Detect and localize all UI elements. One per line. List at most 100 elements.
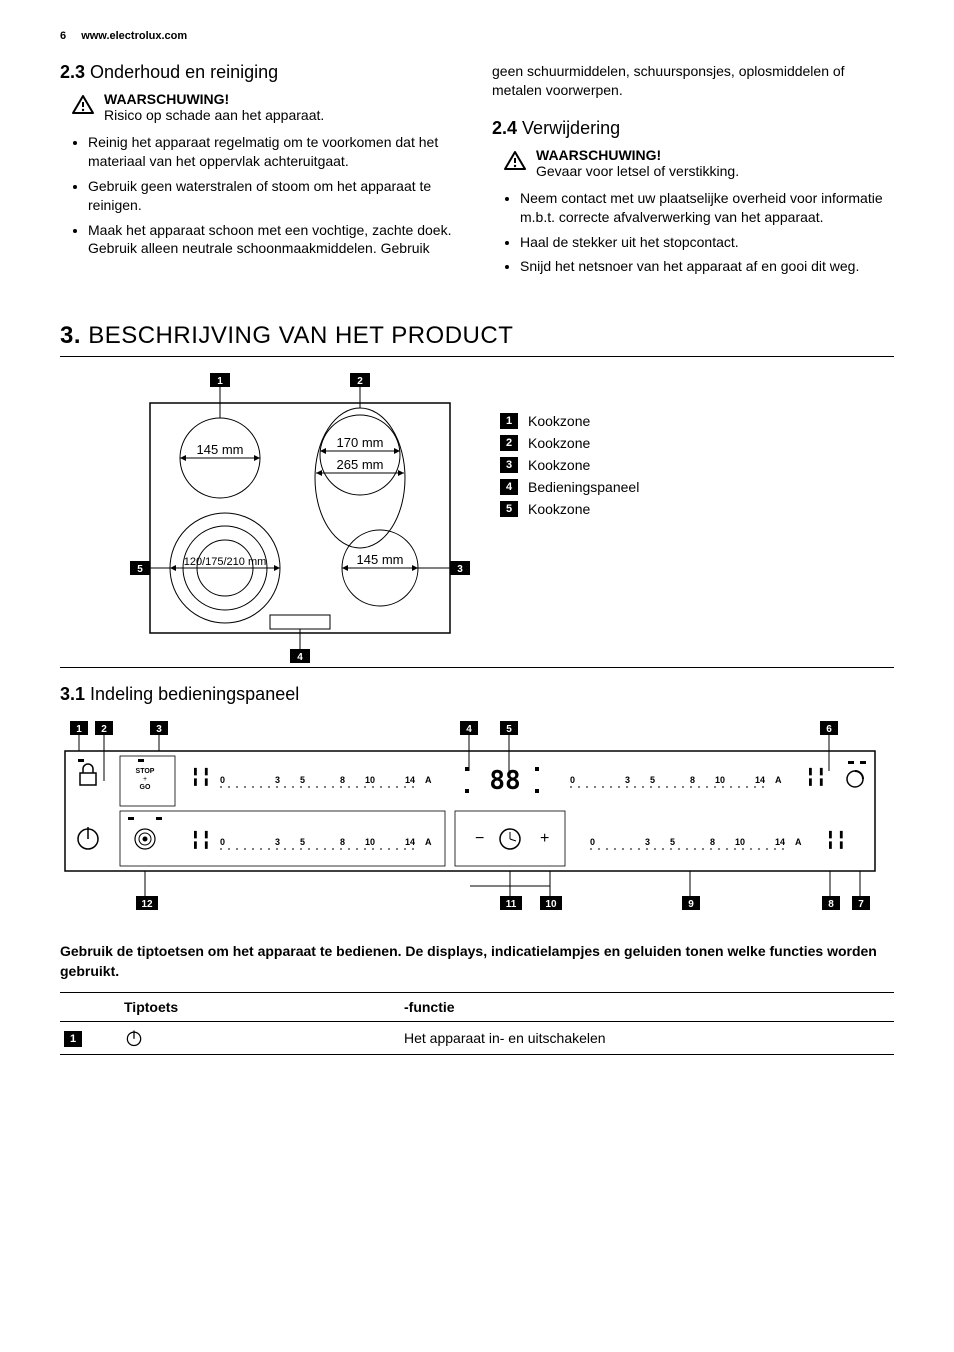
list-item: Reinig het apparaat regelmatig om te voo… — [88, 133, 462, 171]
svg-text:5: 5 — [670, 837, 675, 847]
svg-text:8: 8 — [710, 837, 715, 847]
svg-text:╏╏: ╏╏ — [190, 767, 212, 788]
svg-text:8: 8 — [340, 837, 345, 847]
svg-text:4: 4 — [466, 724, 472, 735]
divider — [60, 667, 894, 668]
diagram-legend: 1Kookzone 2Kookzone 3Kookzone 4Bediening… — [500, 413, 639, 523]
page-number: 6 — [60, 30, 66, 42]
continuation-text: geen schuurmiddelen, schuursponsjes, opl… — [492, 62, 894, 100]
svg-text:3: 3 — [275, 837, 280, 847]
svg-text:145 mm: 145 mm — [357, 552, 404, 567]
product-diagram-row: 145 mm 170 mm 265 mm 145 mm 120/175/210 … — [60, 373, 894, 663]
control-panel-diagram: 1 2 3 4 5 6 STOP + GO ╏╏ 0 3 5 8 10 14 A… — [60, 721, 880, 921]
svg-text:6: 6 — [826, 724, 832, 735]
svg-text:9: 9 — [688, 899, 694, 910]
bullets-2-3: Reinig het apparaat regelmatig om te voo… — [60, 133, 462, 258]
list-item: Gebruik geen waterstralen of stoom om he… — [88, 177, 462, 215]
row-tag: 1 — [64, 1031, 82, 1047]
col-left: 2.3 Onderhoud en reiniging WAARSCHUWING!… — [60, 62, 462, 282]
svg-text:GO: GO — [140, 784, 151, 791]
svg-text:145 mm: 145 mm — [197, 442, 244, 457]
table-header: -functie — [400, 992, 894, 1021]
svg-text:7: 7 — [858, 899, 864, 910]
svg-text:A: A — [775, 775, 782, 785]
svg-text:+: + — [143, 776, 147, 783]
svg-text:10: 10 — [365, 837, 375, 847]
svg-text:10: 10 — [735, 837, 745, 847]
svg-text:120/175/210 mm: 120/175/210 mm — [184, 556, 267, 568]
svg-text:+: + — [540, 830, 549, 847]
legend-item: 1Kookzone — [500, 413, 639, 429]
svg-text:10: 10 — [365, 775, 375, 785]
power-icon — [120, 1021, 400, 1054]
heading-2-4: 2.4 Verwijdering — [492, 118, 894, 139]
svg-text:10: 10 — [715, 775, 725, 785]
bullets-2-4: Neem contact met uw plaatselijke overhei… — [492, 189, 894, 277]
svg-text:8: 8 — [828, 899, 834, 910]
function-table: Tiptoets -functie 1 Het apparaat in- en … — [60, 992, 894, 1055]
svg-text:3: 3 — [625, 775, 630, 785]
instruction-text: Gebruik de tiptoetsen om het apparaat te… — [60, 942, 894, 981]
svg-text:3: 3 — [645, 837, 650, 847]
legend-item: 2Kookzone — [500, 435, 639, 451]
warning-icon — [502, 149, 528, 176]
table-row: 1 Het apparaat in- en uitschakelen — [60, 1021, 894, 1054]
legend-item: 4Bedieningspaneel — [500, 479, 639, 495]
svg-text:8: 8 — [690, 775, 695, 785]
svg-text:0: 0 — [220, 775, 225, 785]
func-desc: Het apparaat in- en uitschakelen — [400, 1021, 894, 1054]
svg-text:A: A — [425, 775, 432, 785]
svg-text:14: 14 — [405, 837, 415, 847]
svg-text:3: 3 — [275, 775, 280, 785]
svg-text:−: − — [475, 830, 484, 847]
svg-text:12: 12 — [141, 899, 153, 910]
svg-text:A: A — [425, 837, 432, 847]
list-item: Neem contact met uw plaatselijke overhei… — [520, 189, 894, 227]
warning-text: WAARSCHUWING! Risico op schade aan het a… — [104, 91, 324, 123]
svg-text:3: 3 — [457, 564, 463, 575]
legend-item: 5Kookzone — [500, 501, 639, 517]
table-header: Tiptoets — [120, 992, 400, 1021]
hob-diagram: 145 mm 170 mm 265 mm 145 mm 120/175/210 … — [130, 373, 480, 663]
warning-text: WAARSCHUWING! Gevaar voor letsel of vers… — [536, 147, 739, 179]
svg-text:3: 3 — [156, 724, 162, 735]
svg-text:170 mm: 170 mm — [337, 435, 384, 450]
svg-text:10: 10 — [545, 899, 557, 910]
svg-text:5: 5 — [300, 775, 305, 785]
col-right: geen schuurmiddelen, schuursponsjes, opl… — [492, 62, 894, 282]
svg-text:0: 0 — [220, 837, 225, 847]
warning-icon — [70, 93, 96, 120]
list-item: Haal de stekker uit het stopcontact. — [520, 233, 894, 252]
warning-2-4: WAARSCHUWING! Gevaar voor letsel of vers… — [492, 147, 894, 179]
svg-text:1: 1 — [76, 724, 82, 735]
svg-text:╏╏: ╏╏ — [190, 830, 212, 851]
divider — [60, 356, 894, 357]
svg-text:8: 8 — [340, 775, 345, 785]
svg-text:5: 5 — [650, 775, 655, 785]
heading-2-3: 2.3 Onderhoud en reiniging — [60, 62, 462, 83]
svg-text:5: 5 — [300, 837, 305, 847]
svg-text:88: 88 — [489, 766, 520, 796]
page-header: 6 www.electrolux.com — [60, 30, 894, 42]
svg-text:A: A — [795, 837, 802, 847]
svg-text:STOP: STOP — [136, 768, 155, 775]
svg-text:11: 11 — [506, 899, 517, 910]
svg-text:5: 5 — [137, 564, 143, 575]
site-url: www.electrolux.com — [81, 30, 187, 42]
list-item: Maak het apparaat schoon met een vochtig… — [88, 221, 462, 259]
safety-columns: 2.3 Onderhoud en reiniging WAARSCHUWING!… — [60, 62, 894, 282]
svg-text:0: 0 — [570, 775, 575, 785]
svg-text:0: 0 — [590, 837, 595, 847]
warning-2-3: WAARSCHUWING! Risico op schade aan het a… — [60, 91, 462, 123]
svg-text:╏╏: ╏╏ — [805, 767, 827, 788]
svg-text:1: 1 — [217, 376, 223, 387]
svg-text:2: 2 — [357, 376, 363, 387]
list-item: Snijd het netsnoer van het apparaat af e… — [520, 257, 894, 276]
svg-text:2: 2 — [101, 724, 107, 735]
svg-text:265 mm: 265 mm — [337, 457, 384, 472]
svg-text:4: 4 — [297, 652, 303, 663]
svg-text:14: 14 — [775, 837, 785, 847]
legend-item: 3Kookzone — [500, 457, 639, 473]
svg-text:14: 14 — [405, 775, 415, 785]
heading-3-1: 3.1 Indeling bedieningspaneel — [60, 684, 894, 705]
